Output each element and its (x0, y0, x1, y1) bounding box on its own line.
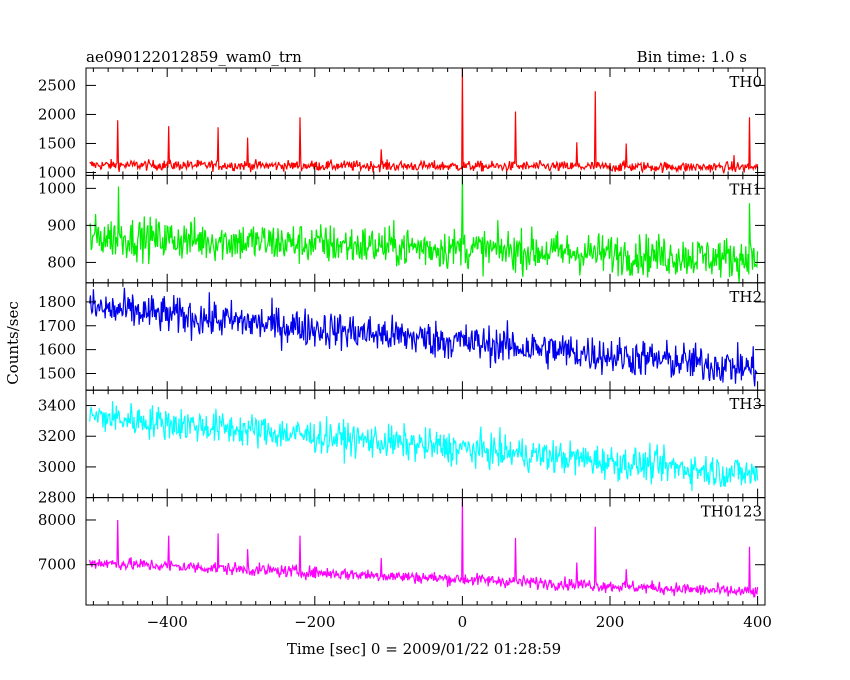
series-line-th0123 (89, 497, 759, 598)
y-tick-label: 1600 (38, 341, 76, 359)
panel-label-th0123: TH0123 (701, 503, 762, 521)
panel-label-th0: TH0 (729, 73, 762, 91)
y-tick-label: 1700 (38, 317, 76, 335)
y-tick-label: 800 (47, 253, 76, 271)
y-axis-title: Counts/sec (4, 301, 22, 385)
panel-frame (85, 174, 766, 284)
series-line-th3 (89, 401, 759, 492)
panel-label-th2: TH2 (729, 288, 762, 306)
y-tick-label: 3200 (38, 427, 76, 445)
y-tick-label: 1500 (38, 134, 76, 152)
y-tick-label: 2800 (38, 489, 76, 507)
panel-label-th3: TH3 (729, 395, 762, 413)
y-tick-label: 3400 (38, 397, 76, 415)
panel-th1: 800 900 1000 TH1 (38, 174, 766, 284)
y-tick-label: 1000 (38, 163, 76, 181)
y-tick-label: 1500 (38, 364, 76, 382)
panel-th2: 1500 1600 1700 1800 TH2 (38, 282, 766, 391)
panel-th0: 1000 1500 2000 2500 TH0 (38, 67, 766, 181)
y-tick-label: 1800 (38, 293, 76, 311)
bin-time-label: Bin time: 1.0 s (637, 48, 747, 66)
x-tick-label: −400 (147, 613, 188, 631)
series-line-th1 (89, 175, 759, 283)
x-tick-label: 400 (743, 613, 772, 631)
panel-th3: 2800 3000 3200 3400 TH3 (38, 389, 766, 507)
panel-label-th1: TH1 (729, 180, 762, 198)
series-line-th2 (89, 287, 758, 387)
y-tick-label: 1000 (38, 179, 76, 197)
x-axis-title: Time [sec] 0 = 2009/01/22 01:28:59 (287, 640, 561, 658)
y-tick-label: 7000 (38, 556, 76, 574)
x-tick-label: 0 (458, 613, 468, 631)
series-line-th0 (89, 68, 759, 174)
panel-th0123: 7000 8000 TH0123 (38, 497, 766, 606)
panel-frame (85, 67, 766, 176)
y-tick-label: 3000 (38, 458, 76, 476)
x-tick-label: −200 (294, 613, 335, 631)
y-tick-label: 2000 (38, 105, 76, 123)
y-tick-label: 900 (47, 216, 76, 234)
y-tick-label: 2500 (38, 76, 76, 94)
chart-title: ae090122012859_wam0_trn (86, 48, 302, 66)
panel-frame (85, 497, 766, 606)
y-tick-label: 8000 (38, 511, 76, 529)
x-tick-label: 200 (596, 613, 625, 631)
